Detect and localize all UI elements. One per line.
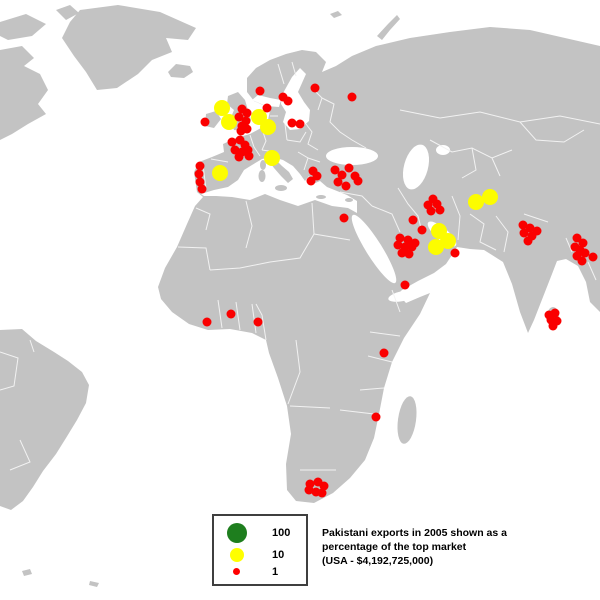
export-marker-yellow xyxy=(440,233,456,249)
black-sea xyxy=(326,147,378,165)
export-marker-red xyxy=(306,176,316,186)
export-marker-red xyxy=(408,215,418,225)
export-marker-red xyxy=(227,137,237,147)
export-marker-red xyxy=(244,151,254,161)
greenland xyxy=(62,5,196,90)
export-marker-red xyxy=(523,236,533,246)
export-marker-red xyxy=(226,309,236,319)
export-marker-red xyxy=(588,252,598,262)
export-marker-red xyxy=(194,169,204,179)
export-marker-red xyxy=(379,348,389,358)
export-marker-red xyxy=(287,118,297,128)
export-marker-red xyxy=(404,249,414,259)
export-marker-red xyxy=(255,86,265,96)
export-marker-red xyxy=(253,317,263,327)
export-marker-red xyxy=(347,92,357,102)
export-marker-yellow xyxy=(212,165,228,181)
export-marker-red xyxy=(262,103,272,113)
mediterranean-sea xyxy=(201,157,357,213)
export-marker-red xyxy=(230,145,240,155)
export-marker-yellow xyxy=(221,114,237,130)
export-marker-red xyxy=(395,233,405,243)
export-marker-red xyxy=(195,161,205,171)
export-marker-red xyxy=(304,485,314,495)
export-marker-red xyxy=(572,233,582,243)
legend-yellow-circle xyxy=(230,548,244,562)
legend-value-1: 1 xyxy=(272,566,279,578)
caption-line-2: percentage of the top market xyxy=(322,541,467,553)
legend-green-circle xyxy=(227,523,247,543)
export-marker-red xyxy=(234,112,244,122)
legend-red-circle xyxy=(233,568,240,575)
export-marker-red xyxy=(353,176,363,186)
export-marker-red xyxy=(317,488,327,498)
export-marker-red xyxy=(197,184,207,194)
export-marker-red xyxy=(371,412,381,422)
export-marker-red xyxy=(397,248,407,258)
export-marker-red xyxy=(577,256,587,266)
iceland xyxy=(168,64,193,78)
export-marker-red xyxy=(578,238,588,248)
export-marker-red xyxy=(341,181,351,191)
export-marker-red xyxy=(525,223,535,233)
export-marker-red xyxy=(426,206,436,216)
export-marker-red xyxy=(333,177,343,187)
red-sea xyxy=(351,214,397,284)
export-marker-red xyxy=(435,205,445,215)
export-marker-red xyxy=(283,96,293,106)
caption-line-3: (USA - $4,192,725,000) xyxy=(322,555,434,567)
caspian-sea xyxy=(402,144,430,190)
export-marker-red xyxy=(580,248,590,258)
export-marker-red xyxy=(319,481,329,491)
export-marker-yellow xyxy=(468,194,484,210)
export-marker-red xyxy=(417,225,427,235)
export-marker-yellow xyxy=(482,189,498,205)
export-marker-red xyxy=(242,108,252,118)
madagascar xyxy=(397,396,417,444)
export-marker-red xyxy=(337,170,347,180)
export-marker-red xyxy=(202,317,212,327)
export-marker-red xyxy=(548,321,558,331)
export-marker-red xyxy=(450,248,460,258)
export-marker-red xyxy=(236,126,246,136)
export-marker-yellow xyxy=(428,239,444,255)
export-marker-yellow xyxy=(214,100,230,116)
export-marker-red xyxy=(295,119,305,129)
export-marker-red xyxy=(403,235,413,245)
export-marker-red xyxy=(195,177,205,187)
export-marker-red xyxy=(339,213,349,223)
export-marker-red xyxy=(518,220,528,230)
export-marker-red xyxy=(519,228,529,238)
export-marker-yellow xyxy=(260,119,276,135)
legend-box: 100 10 1 xyxy=(212,514,308,586)
export-marker-yellow xyxy=(264,150,280,166)
export-marker-red xyxy=(550,308,560,318)
export-marker-red xyxy=(393,240,403,250)
baltic-sea xyxy=(281,68,310,130)
land-layer xyxy=(0,5,600,587)
legend-caption: Pakistani exports in 2005 shown as a per… xyxy=(322,526,584,568)
export-marker-red xyxy=(312,171,322,181)
caption-line-1: Pakistani exports in 2005 shown as a xyxy=(322,527,507,539)
legend-value-100: 100 xyxy=(272,527,291,539)
sea-layer xyxy=(201,68,457,302)
export-marker-red xyxy=(400,280,410,290)
export-marker-red xyxy=(200,117,210,127)
export-marker-red xyxy=(344,163,354,173)
marker-layer xyxy=(194,83,598,498)
export-marker-red xyxy=(330,165,340,175)
export-marker-red xyxy=(234,152,244,162)
legend-value-10: 10 xyxy=(272,549,285,561)
export-marker-red xyxy=(310,83,320,93)
export-marker-red xyxy=(407,242,417,252)
export-marker-red xyxy=(532,226,542,236)
